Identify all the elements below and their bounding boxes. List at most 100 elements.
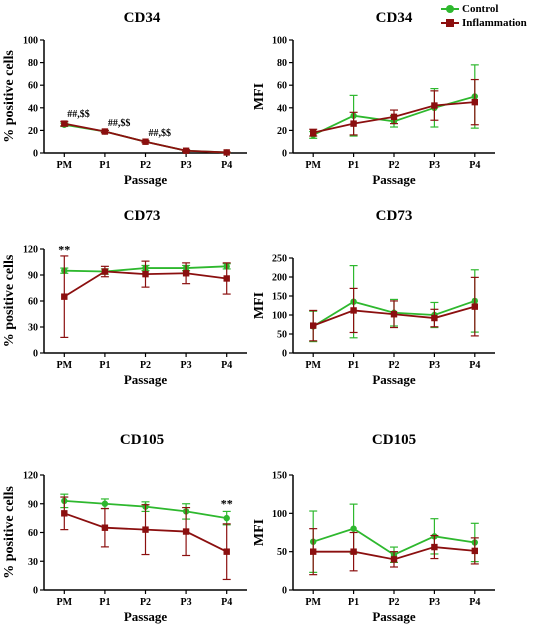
series-inflammation — [60, 255, 231, 338]
y-tick-label: 60 — [277, 81, 287, 92]
x-tick-label: P3 — [429, 360, 440, 371]
chart-2: CD73 0 30 60 90 120 PM P1 P2 P3 P4 Passage % positiv… — [2, 208, 247, 387]
x-tick-label: PM — [305, 360, 321, 371]
annotation-label: ##,$$ — [108, 118, 130, 129]
x-tick-label: P1 — [99, 597, 110, 608]
x-tick-label: P1 — [348, 160, 359, 171]
data-point — [223, 548, 230, 555]
x-axis-label: Passage — [124, 609, 168, 624]
series-inflammation — [309, 78, 479, 137]
data-point — [471, 98, 478, 106]
annotation-label: ** — [221, 497, 233, 511]
y-tick-label: 0 — [282, 586, 287, 597]
chart-5: CD105 0 50 100 150 PM P1 P2 P3 P4 Passage MFI — [252, 432, 495, 624]
chart-0: CD34 0 20 40 60 80 100 PM P1 P2 P3 P4 Passage % posit… — [2, 10, 247, 187]
x-tick-label: P1 — [348, 360, 359, 371]
x-axis-label: Passage — [372, 372, 416, 387]
x-tick-label: P4 — [469, 360, 480, 371]
annotation-label: ** — [58, 242, 70, 256]
x-tick-label: P1 — [99, 160, 110, 171]
y-tick-label: 150 — [272, 471, 287, 482]
x-tick-label: P2 — [388, 160, 399, 171]
legend-label-control: Control — [462, 3, 499, 15]
y-axis-label: % positive cells — [2, 486, 17, 579]
x-tick-label: P2 — [140, 160, 151, 171]
x-tick-label: P1 — [348, 597, 359, 608]
y-tick-label: 100 — [23, 36, 38, 47]
data-point — [223, 514, 230, 522]
y-tick-label: 0 — [33, 349, 38, 360]
data-point — [471, 547, 478, 555]
y-tick-label: 120 — [23, 471, 38, 482]
x-tick-label: PM — [57, 597, 73, 608]
data-point — [142, 270, 149, 278]
x-axis-label: Passage — [124, 172, 168, 187]
x-tick-label: P4 — [469, 160, 480, 171]
y-tick-label: 0 — [33, 586, 38, 597]
x-axis-label: Passage — [372, 172, 416, 187]
data-point — [471, 303, 478, 310]
data-point — [182, 528, 190, 535]
data-point — [61, 510, 68, 517]
y-tick-label: 200 — [272, 273, 287, 284]
y-tick-label: 100 — [272, 509, 287, 520]
x-tick-label: P1 — [99, 360, 110, 371]
data-point — [310, 129, 317, 136]
series-line — [64, 122, 227, 154]
y-tick-label: 60 — [28, 297, 38, 308]
data-point — [431, 102, 438, 109]
chart-title: CD105 — [372, 432, 416, 448]
data-point — [390, 311, 398, 318]
legend: Control Inflammation — [441, 2, 527, 30]
data-point — [61, 120, 68, 127]
y-tick-label: 150 — [272, 292, 287, 303]
y-axis-label: MFI — [252, 83, 267, 110]
y-tick-label: 20 — [28, 126, 38, 137]
data-point — [390, 556, 398, 563]
x-tick-label: P2 — [140, 360, 151, 371]
x-tick-label: P3 — [429, 160, 440, 171]
x-tick-label: PM — [305, 597, 321, 608]
y-tick-label: 50 — [277, 330, 287, 341]
chart-1: CD34 0 20 40 60 80 100 PM P1 P2 P3 P4 Passage MFI — [252, 10, 495, 187]
x-tick-label: P4 — [221, 160, 232, 171]
x-axis-label: Passage — [372, 609, 416, 624]
annotation-label: ##,$$ — [67, 109, 90, 120]
chart-title: CD73 — [376, 208, 413, 224]
y-tick-label: 120 — [23, 245, 38, 256]
y-tick-label: 30 — [28, 323, 38, 334]
legend-label-inflammation: Inflammation — [462, 17, 527, 29]
data-point — [431, 314, 438, 322]
legend-item-inflammation: Inflammation — [441, 16, 527, 30]
data-point — [310, 322, 317, 329]
data-point — [101, 524, 109, 531]
x-tick-label: P3 — [429, 597, 440, 608]
chart-title: CD73 — [124, 208, 161, 224]
inflammation-legend-marker-icon — [441, 18, 459, 28]
y-tick-label: 90 — [28, 499, 38, 510]
y-axis-label: MFI — [252, 292, 267, 319]
data-point — [350, 548, 357, 555]
data-point — [182, 270, 190, 277]
chart-title: CD34 — [124, 10, 161, 26]
y-tick-label: 60 — [28, 81, 38, 92]
y-tick-label: 40 — [28, 103, 38, 114]
y-tick-label: 250 — [272, 254, 287, 265]
x-tick-label: P2 — [388, 597, 399, 608]
y-tick-label: 0 — [282, 149, 287, 160]
series-inflammation — [309, 528, 479, 576]
y-tick-label: 30 — [28, 557, 38, 568]
data-point — [431, 543, 438, 551]
data-point — [223, 275, 230, 282]
x-tick-label: PM — [57, 160, 73, 171]
annotation-label: ##,$$ — [149, 128, 172, 139]
chart-3: CD73 0 50 100 150 200 250 PM P1 P2 P3 P4 Passage MFI — [252, 208, 495, 387]
x-tick-label: P3 — [181, 360, 192, 371]
data-point — [350, 120, 357, 127]
x-tick-label: P3 — [181, 597, 192, 608]
y-tick-label: 80 — [277, 58, 287, 69]
data-point — [350, 525, 357, 532]
control-legend-marker-icon — [441, 4, 459, 14]
x-tick-label: P4 — [221, 360, 232, 371]
